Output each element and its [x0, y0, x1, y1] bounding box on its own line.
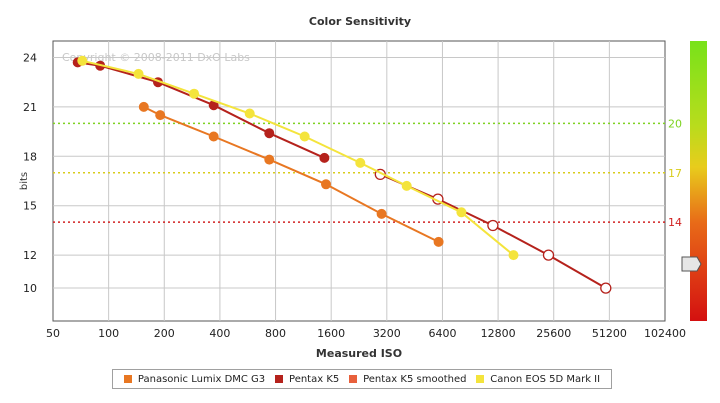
data-point[interactable]	[133, 68, 144, 79]
legend-label: Panasonic Lumix DMC G3	[137, 373, 266, 385]
x-tick-label: 100	[98, 327, 119, 340]
y-axis-label: bits	[19, 172, 30, 190]
gauge-slider-handle[interactable]	[681, 256, 702, 272]
x-tick-label: 3200	[373, 327, 401, 340]
y-tick-label: 15	[23, 200, 37, 213]
data-point[interactable]	[264, 154, 275, 165]
reference-line-label: 14	[668, 216, 682, 229]
chart-title: Color Sensitivity	[309, 15, 411, 28]
data-point[interactable]	[244, 108, 255, 119]
data-point[interactable]	[138, 101, 149, 112]
legend-item[interactable]: Panasonic Lumix DMC G3	[123, 373, 266, 385]
x-tick-label: 1600	[317, 327, 345, 340]
plot-area	[52, 40, 666, 322]
series	[77, 55, 519, 261]
x-tick-label: 200	[154, 327, 175, 340]
data-point[interactable]	[208, 100, 219, 111]
data-point[interactable]	[487, 219, 499, 232]
y-tick-label: 12	[23, 249, 37, 262]
legend-item[interactable]: Canon EOS 5D Mark II	[476, 374, 600, 385]
y-axis: 10 12 15 18 21 24	[23, 51, 37, 295]
data-point[interactable]	[77, 55, 88, 66]
data-point[interactable]	[321, 179, 331, 190]
data-point[interactable]	[600, 282, 612, 294]
y-tick-label: 18	[23, 150, 37, 163]
grid	[53, 41, 665, 321]
y-tick-label: 24	[23, 51, 37, 64]
legend-label: Canon EOS 5D Mark II	[490, 373, 601, 385]
x-tick-label: 6400	[428, 327, 456, 340]
data-point[interactable]	[433, 236, 444, 247]
copyright-text: Copyright © 2008-2011 DxO Labs	[62, 51, 250, 64]
x-tick-label: 400	[209, 327, 230, 340]
x-tick-label: 102400	[644, 327, 686, 340]
data-point[interactable]	[264, 128, 275, 139]
legend-swatch	[123, 375, 132, 383]
legend-swatch	[275, 375, 284, 383]
data-point[interactable]	[319, 152, 330, 163]
legend-swatch	[476, 375, 485, 383]
x-tick-label: 51200	[592, 327, 627, 340]
reference-line-label: 17	[668, 167, 682, 180]
legend-label: Pentax K5	[289, 373, 340, 385]
reference-lines: 20 17 14	[53, 117, 682, 229]
legend-item[interactable]: Pentax K5 smoothed	[349, 374, 466, 385]
x-tick-label: 50	[46, 327, 60, 340]
data-point[interactable]	[299, 131, 310, 142]
legend-label: Pentax K5 smoothed	[363, 373, 467, 385]
y-tick-label: 21	[23, 101, 37, 114]
sensitivity-gauge	[690, 41, 707, 321]
legend: Panasonic Lumix DMC G3 Pentax K5 Pentax K5…	[112, 369, 612, 389]
data-point[interactable]	[208, 131, 219, 142]
series	[138, 101, 444, 247]
x-tick-label: 800	[265, 327, 286, 340]
legend-item[interactable]: Pentax K5	[275, 374, 339, 385]
data-point[interactable]	[155, 110, 166, 121]
data-point[interactable]	[401, 180, 412, 191]
data-point[interactable]	[508, 250, 519, 261]
reference-line-label: 20	[668, 117, 682, 130]
series-layer	[72, 55, 612, 294]
y-tick-label: 10	[23, 282, 37, 295]
x-axis: 50 100 200 400 800 1600 3200 6400 12800 25600 5120…	[46, 327, 686, 340]
data-point[interactable]	[189, 88, 200, 99]
data-point[interactable]	[456, 207, 467, 218]
data-point[interactable]	[376, 208, 387, 219]
x-axis-label: Measured ISO	[316, 347, 402, 360]
data-point[interactable]	[355, 157, 366, 168]
x-tick-label: 12800	[481, 327, 516, 340]
legend-swatch	[349, 375, 358, 383]
data-point[interactable]	[542, 249, 555, 261]
x-tick-label: 25600	[536, 327, 571, 340]
